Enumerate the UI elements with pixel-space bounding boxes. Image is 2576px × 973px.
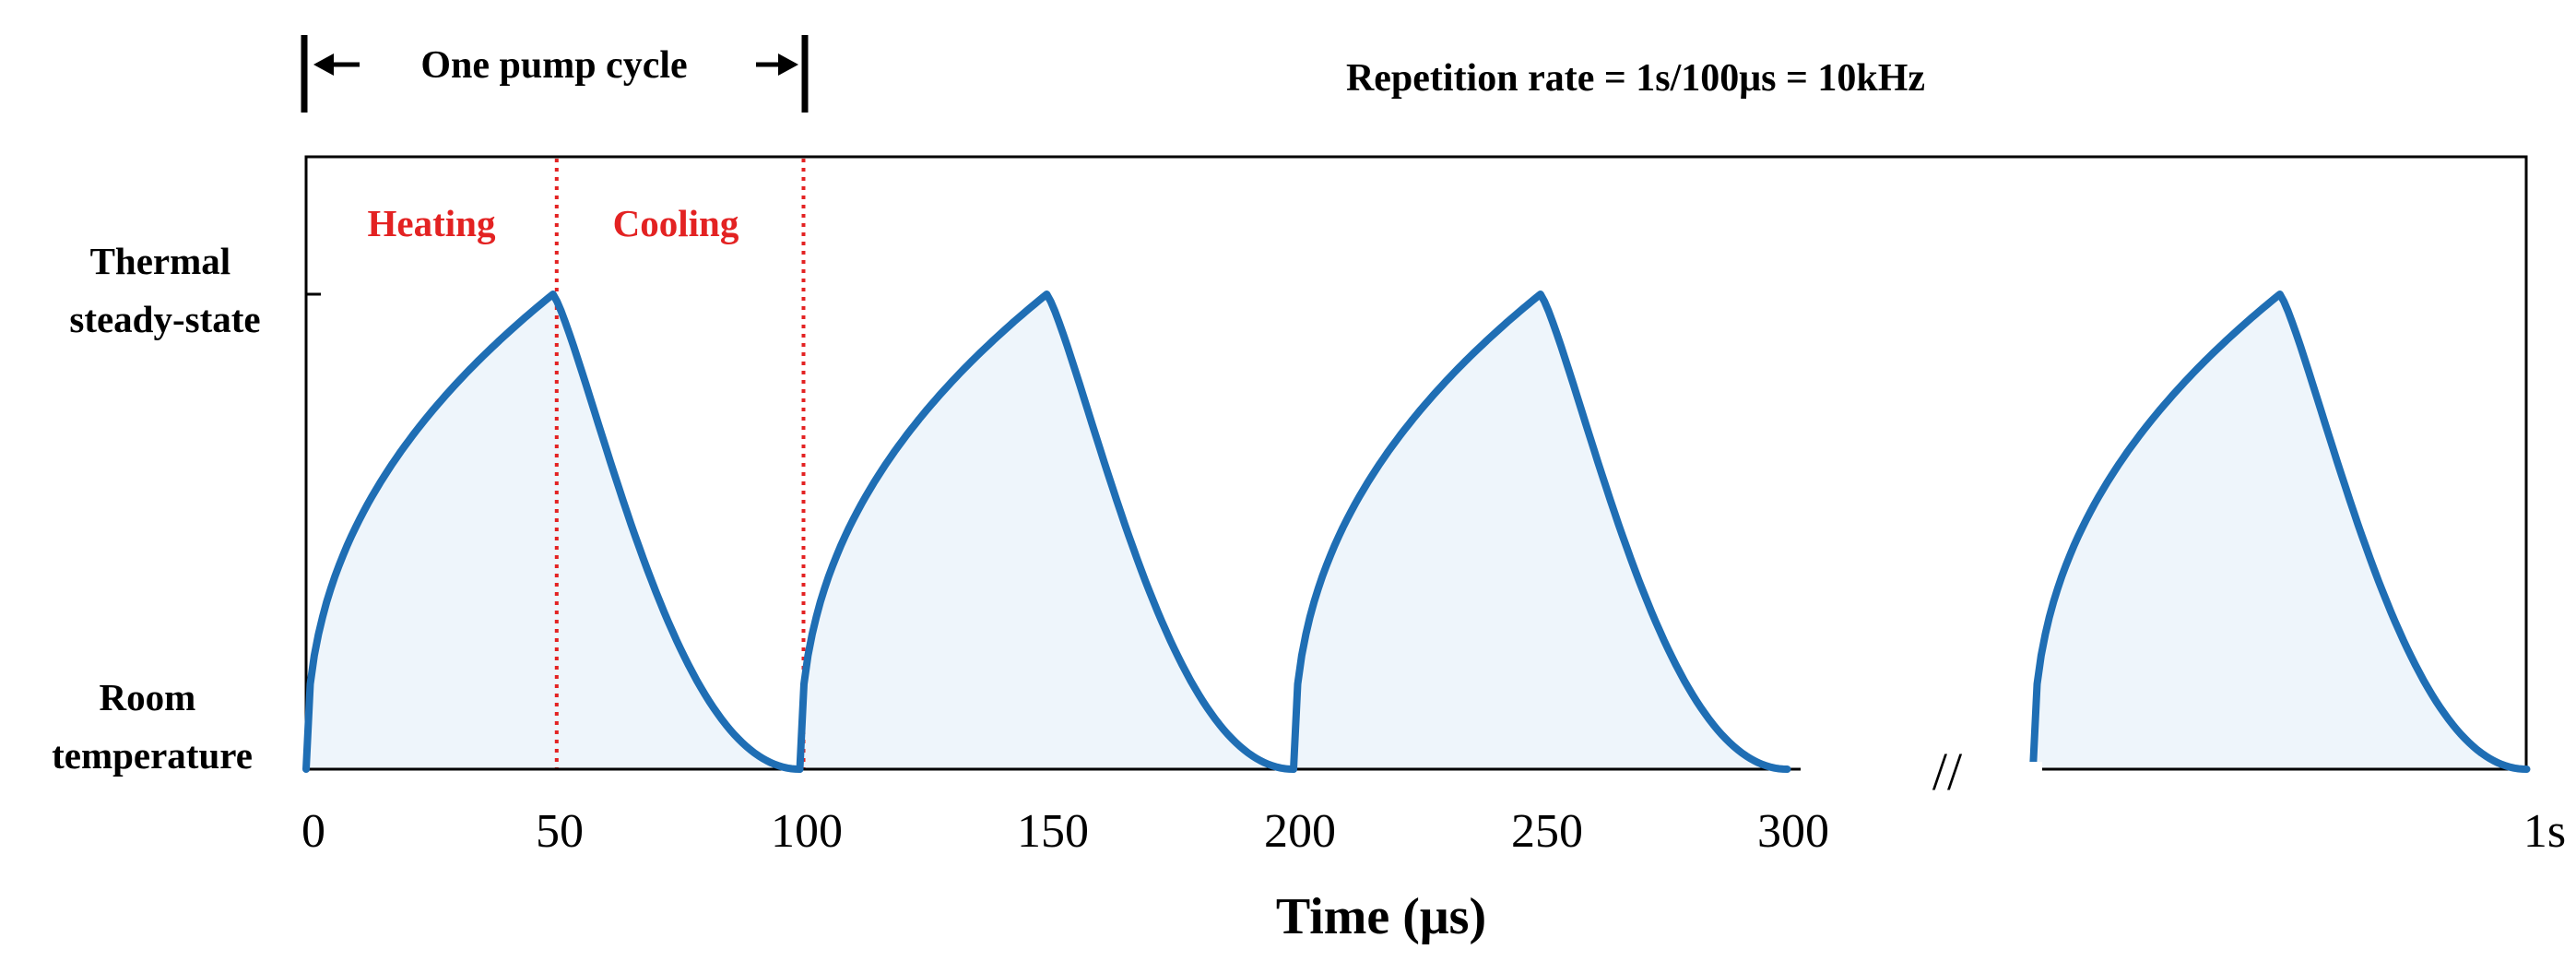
x-tick-label: 150 xyxy=(1017,805,1089,858)
curve-fill-cycle-1 xyxy=(306,294,800,769)
x-tick-labels: 0 50 100 150 200 250 300 1s xyxy=(301,805,2566,858)
x-tick-label: 200 xyxy=(1264,805,1336,858)
y-tick-label-steady-state-line1: Thermal xyxy=(90,240,231,282)
pump-cycle-label: One pump cycle xyxy=(420,44,687,87)
pump-cycle-right-arrow-head xyxy=(778,53,798,76)
y-tick-label-steady-state: Thermal steady-state xyxy=(69,240,260,340)
curve-fill-cycle-3 xyxy=(1294,294,1788,769)
phase-label-cooling: Cooling xyxy=(613,202,739,244)
x-tick-label: 250 xyxy=(1511,805,1583,858)
curve-layer xyxy=(302,291,2531,773)
curve-fill-layer xyxy=(306,294,2527,769)
x-tick-label: 50 xyxy=(536,805,584,858)
y-tick-label-room-temperature: Room temperature xyxy=(52,676,253,777)
y-tick-label-steady-state-line2: steady-state xyxy=(69,298,260,340)
x-axis-label: Time (μs) xyxy=(1276,888,1486,945)
series-line-cycle-3 xyxy=(1290,291,1791,773)
series-line-cycle-4 xyxy=(2029,291,2531,773)
plot-frame xyxy=(304,155,2528,771)
curve-fill-cycle-2 xyxy=(799,294,1294,769)
chart-title: Repetition rate = 1s/100μs = 10kHz xyxy=(1346,57,1925,100)
series-line-cycle-2 xyxy=(796,291,1297,773)
axis-break-gap xyxy=(1801,762,2042,777)
pump-cycle-left-arrow-head xyxy=(313,53,334,76)
y-tick-label-room-line1: Room xyxy=(99,676,195,718)
curve-fill-cycle-4 xyxy=(2033,294,2527,769)
phase-label-heating: Heating xyxy=(368,202,496,244)
pump-cycle-annotation: One pump cycle xyxy=(301,35,809,113)
x-tick-label: 300 xyxy=(1757,805,1829,858)
x-tick-label: 0 xyxy=(301,805,325,858)
axis-break-marker: // xyxy=(1932,742,1963,801)
series-line-cycle-1 xyxy=(302,291,804,773)
y-tick-label-room-line2: temperature xyxy=(52,734,253,777)
x-tick-label: 1s xyxy=(2523,805,2566,858)
x-tick-label: 100 xyxy=(771,805,843,858)
